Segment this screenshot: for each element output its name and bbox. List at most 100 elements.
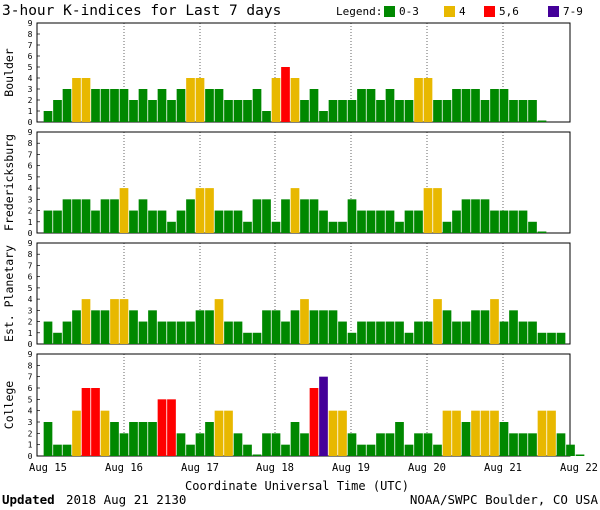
k-index-bar [100,310,110,344]
k-index-bar [62,444,72,456]
k-index-bar [110,299,119,344]
y-tick-label: 2 [28,429,33,438]
k-index-bar [461,89,471,122]
y-tick-label: 1 [28,329,33,338]
k-index-bar [357,444,366,456]
k-index-bar [319,111,328,122]
k-index-bar [376,210,385,233]
k-index-bar [328,310,338,344]
k-index-bar [252,332,262,344]
k-index-bar [452,410,461,456]
k-index-bar [176,89,186,122]
k-index-bar [138,89,148,122]
k-index-bar [81,299,91,344]
k-index-bar [442,310,452,344]
legend-label: Legend: [336,5,382,18]
y-tick-label: 9 [28,128,33,137]
y-tick-label: 7 [28,261,33,270]
k-index-bar [528,221,537,233]
k-index-bar [376,433,385,456]
y-tick-label: 8 [28,30,33,39]
k-index-bar [262,433,271,456]
k-index-bar [148,210,157,233]
k-index-bar [433,444,442,456]
k-index-bar [518,433,528,456]
k-index-bar [414,78,423,122]
k-index-bar [385,89,395,122]
k-index-bar [309,310,319,344]
k-index-bar [53,444,62,456]
k-index-bar [148,422,157,456]
k-index-bar [81,78,91,122]
k-index-bar [81,388,91,456]
k-index-bar [385,321,395,344]
k-index-bar [433,299,442,344]
chart-panels: 0 1 2 3 4 5 6 7 8 9 Boulder 0 1 2 3 4 5 6 7 8 9 Fredericksbur… [2,19,585,461]
k-index-bar [566,444,575,456]
k-index-bar [148,310,157,344]
k-index-bar [300,433,309,456]
k-index-bar [442,100,452,122]
x-tick-label: Aug 18 [256,462,294,474]
k-index-bar [290,310,300,344]
k-index-bar [53,332,62,344]
k-index-bar [414,433,423,456]
k-index-bar [138,422,148,456]
k-index-bar [518,210,528,233]
x-tick-label: Aug 19 [332,462,370,474]
k-index-bar [300,299,309,344]
k-index-bar [490,410,499,456]
k-index-bar [537,410,547,456]
k-index-bar [243,100,252,122]
k-index-bar [186,78,195,122]
chart-title: 3-hour K-indices for Last 7 days [2,3,281,19]
y-tick-label: 5 [28,173,33,182]
k-index-bar [490,89,499,122]
k-index-bar [262,310,271,344]
k-index-bar [100,199,110,233]
x-tick-label: Aug 15 [29,462,67,474]
k-index-bar [309,89,319,122]
y-tick-label: 4 [28,407,33,416]
y-tick-label: 4 [28,74,33,83]
legend-swatch [484,6,495,17]
k-index-bar [252,454,262,456]
y-tick-label: 1 [28,218,33,227]
k-index-bar [281,199,290,233]
x-tick-label: Aug 17 [181,462,219,474]
k-index-bar [480,410,490,456]
y-tick-label: 5 [28,63,33,72]
k-index-bar [290,188,300,233]
k-index-bar [537,332,547,344]
k-index-bar [357,321,366,344]
k-index-bar [366,89,376,122]
y-tick-label: 0 [28,118,33,127]
k-index-bar [528,321,537,344]
k-index-bar [385,433,395,456]
k-index-bar [347,199,357,233]
legend-swatch [384,6,395,17]
k-index-bar [262,111,271,122]
k-index-bar [395,100,404,122]
y-tick-label: 0 [28,340,33,349]
y-tick-label: 3 [28,195,33,204]
k-index-bar [499,321,509,344]
k-index-bar [119,188,129,233]
k-index-bar [281,321,290,344]
k-index-bar [62,199,72,233]
k-index-bar [243,221,252,233]
legend-item-label: 4 [459,5,466,18]
x-tick-label: Aug 20 [408,462,446,474]
k-index-bar [499,422,509,456]
k-index-bar [157,399,167,456]
k-index-bar [290,78,300,122]
k-index-bar [338,221,347,233]
k-index-bar [480,310,490,344]
k-index-bar [157,210,167,233]
k-index-bar [328,100,338,122]
k-index-bar [395,422,404,456]
panel-fredericksburg: 0 1 2 3 4 5 6 7 8 9 Fredericksburg [2,128,571,238]
k-index-bar [224,210,233,233]
k-index-bar [547,332,556,344]
x-tick-label: Aug 16 [105,462,143,474]
